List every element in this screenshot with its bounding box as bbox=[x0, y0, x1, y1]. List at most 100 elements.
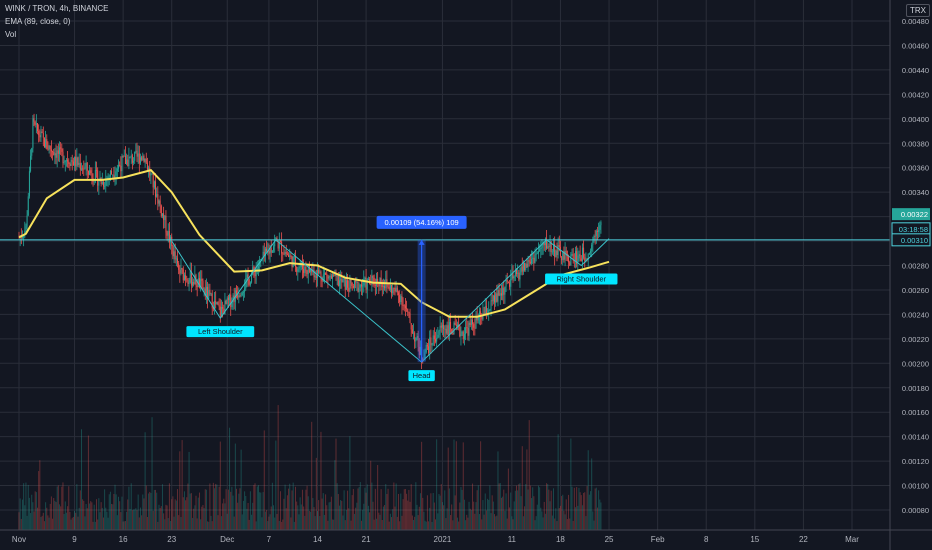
volume-bar bbox=[234, 443, 236, 530]
volume-bar bbox=[43, 521, 45, 530]
symbol-title[interactable]: WINK / TRON, 4h, BINANCE bbox=[5, 4, 109, 13]
candle-body bbox=[263, 251, 265, 257]
volume-bar bbox=[498, 483, 500, 530]
candle-body bbox=[583, 247, 585, 258]
candle-body bbox=[35, 123, 37, 125]
candle-body bbox=[468, 322, 470, 336]
volume-bar bbox=[377, 465, 379, 530]
candle-body bbox=[505, 280, 507, 287]
candle-body bbox=[177, 258, 179, 264]
candle-body bbox=[343, 278, 345, 281]
candle-body bbox=[124, 155, 126, 164]
candle-body bbox=[349, 279, 351, 292]
candle-body bbox=[107, 177, 109, 179]
candle-body bbox=[145, 158, 147, 163]
candle-body bbox=[70, 160, 72, 166]
candle-body bbox=[245, 277, 247, 289]
volume-bar bbox=[165, 504, 167, 530]
volume-bar bbox=[478, 514, 480, 530]
volume-bar bbox=[48, 517, 50, 530]
volume-bar bbox=[297, 505, 299, 530]
volume-bar bbox=[49, 503, 51, 530]
volume-bar bbox=[429, 507, 431, 530]
volume-bar bbox=[596, 507, 598, 530]
volume-bar bbox=[233, 516, 235, 530]
volume-bar bbox=[505, 493, 507, 530]
volume-bar bbox=[156, 492, 158, 530]
volume-bar bbox=[359, 482, 361, 530]
volume-bar bbox=[38, 471, 40, 530]
candle-body bbox=[435, 339, 436, 342]
volume-bar bbox=[568, 494, 570, 530]
candle-body bbox=[37, 123, 39, 132]
volume-bar bbox=[440, 484, 442, 530]
ema-legend[interactable]: EMA (89, close, 0) bbox=[5, 17, 71, 26]
volume-bar bbox=[374, 488, 376, 530]
candle-body bbox=[46, 139, 48, 149]
volume-bar bbox=[445, 518, 447, 530]
volume-bar bbox=[151, 417, 153, 530]
candle-body bbox=[189, 271, 191, 283]
candle-body bbox=[113, 174, 115, 178]
candle-body bbox=[381, 284, 383, 288]
currency-badge[interactable]: TRX bbox=[906, 4, 930, 17]
volume-bar bbox=[111, 503, 113, 530]
volume-bar bbox=[424, 520, 426, 530]
candle-body bbox=[158, 200, 160, 204]
candle-body bbox=[129, 156, 131, 158]
candle-body bbox=[285, 251, 287, 255]
candle-body bbox=[112, 174, 114, 176]
candle-body bbox=[541, 246, 543, 248]
candle-body bbox=[599, 225, 601, 230]
candle-body bbox=[494, 295, 496, 303]
volume-bar bbox=[503, 489, 505, 530]
volume-bar bbox=[517, 490, 519, 530]
volume-bar bbox=[261, 517, 263, 530]
volume-bar bbox=[524, 506, 526, 530]
volume-bar bbox=[192, 517, 194, 530]
candle-body bbox=[502, 287, 504, 296]
candle-body bbox=[304, 266, 306, 273]
volume-bar bbox=[158, 504, 160, 530]
candle-body bbox=[83, 168, 85, 170]
volume-bar bbox=[212, 482, 214, 530]
candle-body bbox=[415, 337, 417, 342]
candle-body bbox=[179, 269, 181, 274]
candle-body bbox=[84, 166, 86, 169]
volume-bar bbox=[65, 512, 67, 530]
volume-bar bbox=[230, 491, 232, 530]
volume-bar bbox=[305, 489, 307, 530]
volume-bar bbox=[83, 500, 85, 530]
volume-bar bbox=[580, 495, 582, 530]
volume-bar bbox=[306, 485, 308, 530]
volume-bar bbox=[577, 505, 579, 530]
volume-bar bbox=[290, 517, 292, 530]
candle-body bbox=[166, 232, 168, 236]
volume-bar bbox=[271, 482, 273, 530]
candle-body bbox=[387, 283, 389, 287]
volume-bar bbox=[319, 516, 321, 530]
candle-body bbox=[181, 268, 183, 270]
x-tick-label: 16 bbox=[119, 535, 128, 544]
volume-bar bbox=[485, 510, 487, 530]
volume-bar bbox=[570, 438, 572, 530]
volume-bar bbox=[251, 514, 253, 530]
candle-body bbox=[196, 285, 198, 288]
candle-body bbox=[430, 337, 432, 346]
volume-bar bbox=[101, 507, 103, 530]
volume-legend[interactable]: Vol bbox=[5, 30, 17, 39]
candle-body bbox=[431, 344, 433, 346]
volume-bar bbox=[27, 484, 29, 530]
candle-body bbox=[224, 300, 226, 315]
candle-body bbox=[33, 118, 35, 122]
candle-body bbox=[62, 151, 64, 164]
volume-bar bbox=[437, 513, 439, 530]
candle-body bbox=[25, 226, 27, 232]
volume-bar bbox=[529, 485, 531, 530]
volume-bar bbox=[363, 503, 365, 530]
candle-body bbox=[416, 336, 418, 338]
candle-body bbox=[139, 157, 141, 164]
volume-bar bbox=[146, 517, 148, 530]
volume-bar bbox=[160, 506, 162, 530]
